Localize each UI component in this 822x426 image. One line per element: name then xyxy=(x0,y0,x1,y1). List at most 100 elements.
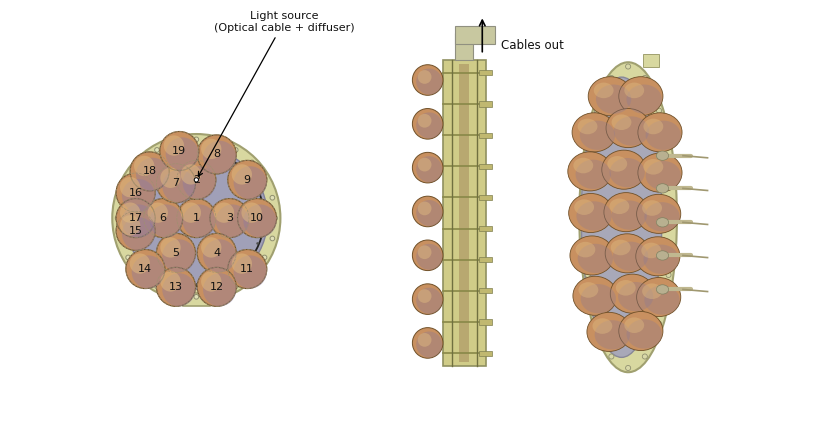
Ellipse shape xyxy=(609,199,630,214)
Ellipse shape xyxy=(638,113,682,152)
Circle shape xyxy=(418,158,432,172)
Ellipse shape xyxy=(572,113,616,152)
Ellipse shape xyxy=(619,77,663,116)
Circle shape xyxy=(169,155,173,158)
Ellipse shape xyxy=(575,242,595,257)
Circle shape xyxy=(173,292,178,296)
Circle shape xyxy=(201,271,221,291)
Ellipse shape xyxy=(656,285,668,294)
Text: Cables out: Cables out xyxy=(501,39,564,52)
Circle shape xyxy=(418,289,432,303)
Circle shape xyxy=(148,202,168,223)
Ellipse shape xyxy=(596,84,631,114)
Circle shape xyxy=(116,199,155,238)
Circle shape xyxy=(270,196,275,200)
Ellipse shape xyxy=(594,320,630,349)
Circle shape xyxy=(242,202,261,223)
Text: 9: 9 xyxy=(244,175,251,185)
Circle shape xyxy=(413,284,443,314)
Ellipse shape xyxy=(626,84,662,114)
Circle shape xyxy=(194,178,198,182)
Circle shape xyxy=(195,283,197,285)
Circle shape xyxy=(270,236,275,241)
Circle shape xyxy=(418,333,432,347)
Circle shape xyxy=(156,164,196,203)
Circle shape xyxy=(148,264,150,266)
Bar xyxy=(479,132,492,138)
Circle shape xyxy=(126,250,165,288)
Circle shape xyxy=(118,196,122,200)
Circle shape xyxy=(173,140,178,144)
Ellipse shape xyxy=(613,242,649,271)
Circle shape xyxy=(657,108,662,113)
Ellipse shape xyxy=(636,194,681,233)
Circle shape xyxy=(416,156,442,182)
Ellipse shape xyxy=(580,121,615,150)
Text: 11: 11 xyxy=(240,264,254,274)
Circle shape xyxy=(160,271,181,291)
Bar xyxy=(182,293,210,306)
Circle shape xyxy=(203,239,236,273)
Circle shape xyxy=(203,141,236,174)
Ellipse shape xyxy=(575,160,611,189)
Ellipse shape xyxy=(605,234,649,273)
Ellipse shape xyxy=(575,199,594,215)
Circle shape xyxy=(134,191,136,194)
Circle shape xyxy=(262,255,267,260)
Circle shape xyxy=(228,160,267,199)
Bar xyxy=(438,166,443,170)
Ellipse shape xyxy=(644,285,680,315)
Bar xyxy=(438,78,443,82)
Ellipse shape xyxy=(580,284,616,314)
Circle shape xyxy=(413,240,443,271)
Ellipse shape xyxy=(610,158,644,187)
Circle shape xyxy=(261,217,264,219)
Circle shape xyxy=(129,217,132,219)
Circle shape xyxy=(238,199,276,238)
Circle shape xyxy=(594,108,600,113)
Text: 2: 2 xyxy=(193,175,200,185)
Text: 1: 1 xyxy=(193,213,200,223)
Text: 5: 5 xyxy=(173,248,179,258)
Circle shape xyxy=(162,273,196,306)
Ellipse shape xyxy=(589,77,632,116)
Circle shape xyxy=(228,250,267,288)
Ellipse shape xyxy=(644,119,663,134)
Circle shape xyxy=(160,168,181,188)
Ellipse shape xyxy=(636,278,681,317)
Bar xyxy=(443,60,486,366)
Circle shape xyxy=(130,152,169,191)
Bar xyxy=(479,195,492,200)
Ellipse shape xyxy=(573,158,593,173)
Circle shape xyxy=(210,199,249,238)
Text: 4: 4 xyxy=(213,248,220,258)
Circle shape xyxy=(413,153,443,183)
Circle shape xyxy=(136,158,169,191)
Text: 6: 6 xyxy=(159,213,167,223)
Ellipse shape xyxy=(645,161,681,190)
Circle shape xyxy=(242,264,244,266)
Ellipse shape xyxy=(644,202,680,231)
Ellipse shape xyxy=(569,193,613,233)
Ellipse shape xyxy=(644,245,679,274)
Circle shape xyxy=(416,200,442,226)
Circle shape xyxy=(626,64,630,69)
Circle shape xyxy=(197,233,236,273)
Ellipse shape xyxy=(642,283,662,299)
Circle shape xyxy=(642,354,648,359)
Circle shape xyxy=(120,177,141,197)
Ellipse shape xyxy=(576,201,612,230)
Ellipse shape xyxy=(579,282,598,298)
Ellipse shape xyxy=(587,312,631,351)
Circle shape xyxy=(416,244,442,270)
Circle shape xyxy=(594,321,600,326)
Circle shape xyxy=(144,199,182,238)
Ellipse shape xyxy=(593,83,613,98)
Ellipse shape xyxy=(604,193,648,232)
Circle shape xyxy=(194,294,199,299)
Ellipse shape xyxy=(626,320,662,348)
Circle shape xyxy=(122,217,155,250)
Circle shape xyxy=(130,253,150,274)
Circle shape xyxy=(256,242,259,245)
Circle shape xyxy=(134,242,136,245)
